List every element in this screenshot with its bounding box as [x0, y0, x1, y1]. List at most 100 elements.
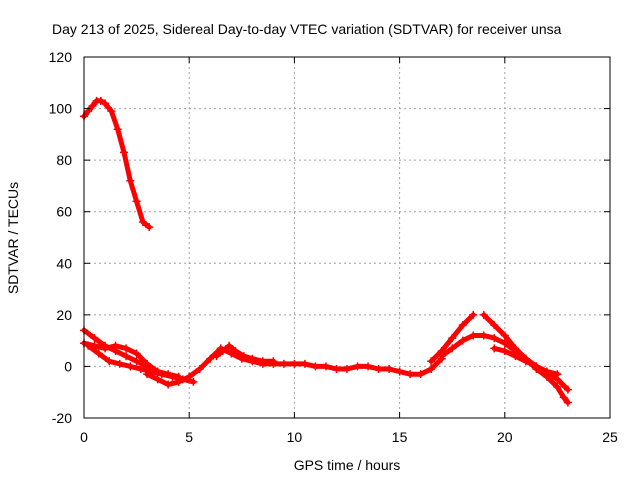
data-point	[427, 357, 436, 366]
y-tick-label: 0	[64, 358, 72, 374]
x-axis-ticks: 0 5 10 15 20 25	[80, 57, 618, 445]
y-tick-label: 80	[56, 152, 72, 168]
data-point	[448, 344, 457, 353]
data-point	[84, 341, 93, 350]
data-point	[479, 310, 488, 319]
data-point	[258, 357, 267, 366]
data-points	[80, 96, 572, 407]
y-tick-label: 40	[56, 255, 72, 271]
data-point	[143, 370, 152, 379]
series-track-b	[80, 339, 162, 376]
y-tick-label: -20	[52, 410, 72, 426]
data-point	[174, 377, 183, 386]
data-point	[532, 362, 541, 371]
data-point	[189, 377, 198, 386]
data-point	[145, 223, 154, 232]
data-point	[332, 365, 341, 374]
data-point	[406, 370, 415, 379]
data-point	[107, 107, 116, 116]
data-point	[500, 339, 509, 348]
x-tick-label: 5	[185, 429, 193, 445]
y-axis-ticks: -20 0 20 40 60 80 100 120	[49, 49, 610, 426]
data-point	[105, 357, 114, 366]
data-point	[479, 331, 488, 340]
data-point	[206, 354, 215, 363]
data-point	[122, 352, 131, 361]
series-high-track	[80, 96, 154, 232]
data-point	[511, 352, 520, 361]
data-point	[143, 359, 152, 368]
data-point	[458, 336, 467, 345]
data-point	[521, 357, 530, 366]
data-point	[111, 341, 120, 350]
data-point	[458, 321, 467, 330]
data-point	[126, 176, 135, 185]
data-point	[490, 334, 499, 343]
series-track-f	[427, 310, 478, 366]
y-tick-label: 20	[56, 307, 72, 323]
data-point	[511, 344, 520, 353]
data-point	[300, 359, 309, 368]
data-point	[248, 354, 257, 363]
data-point	[227, 349, 236, 358]
series-band	[81, 98, 152, 230]
data-point	[559, 393, 568, 402]
chart-title: Day 213 of 2025, Sidereal Day-to-day VTE…	[52, 21, 562, 37]
data-point	[126, 362, 135, 371]
x-axis-label: GPS time / hours	[294, 457, 401, 473]
data-point	[427, 365, 436, 374]
data-point	[115, 359, 124, 368]
data-point	[90, 334, 99, 343]
data-point	[185, 372, 194, 381]
x-tick-label: 0	[80, 429, 88, 445]
data-point	[500, 346, 509, 355]
data-point	[490, 321, 499, 330]
data-point	[343, 365, 351, 374]
data-point	[212, 352, 221, 361]
data-point	[321, 362, 330, 371]
data-point	[136, 365, 145, 374]
data-point	[553, 370, 562, 379]
series-track-i	[490, 344, 562, 379]
x-tick-label: 20	[497, 429, 513, 445]
x-tick-label: 15	[392, 429, 408, 445]
y-tick-label: 100	[49, 101, 73, 117]
data-point	[290, 359, 299, 368]
data-point	[164, 380, 173, 389]
data-point	[563, 385, 572, 394]
data-point	[311, 362, 320, 371]
data-point	[385, 365, 394, 374]
data-point	[448, 334, 457, 343]
data-point	[490, 344, 499, 353]
data-point	[239, 352, 248, 361]
data-point	[168, 372, 177, 381]
data-point	[353, 362, 362, 371]
data-point	[279, 359, 288, 368]
y-tick-label: 60	[56, 204, 72, 220]
data-point	[374, 365, 383, 374]
grid-lines	[84, 57, 610, 418]
data-point	[157, 370, 166, 379]
y-tick-label: 120	[49, 49, 73, 65]
data-point	[122, 344, 131, 353]
data-point	[469, 331, 478, 340]
data-point	[553, 383, 562, 392]
x-tick-label: 25	[602, 429, 618, 445]
data-point	[542, 367, 551, 376]
data-point	[101, 344, 110, 353]
data-point	[231, 346, 240, 355]
data-point	[225, 341, 234, 350]
data-point	[119, 148, 128, 157]
data-point	[364, 362, 373, 371]
data-point	[88, 101, 97, 110]
plot-frame	[83, 56, 611, 419]
data-point	[132, 357, 141, 366]
data-point	[195, 365, 204, 374]
data-point	[101, 99, 110, 108]
data-point	[269, 357, 278, 366]
data-point	[500, 331, 509, 340]
data-point	[94, 349, 103, 358]
y-axis-label: SDTVAR / TECUs	[5, 182, 21, 294]
data-point	[153, 375, 162, 384]
